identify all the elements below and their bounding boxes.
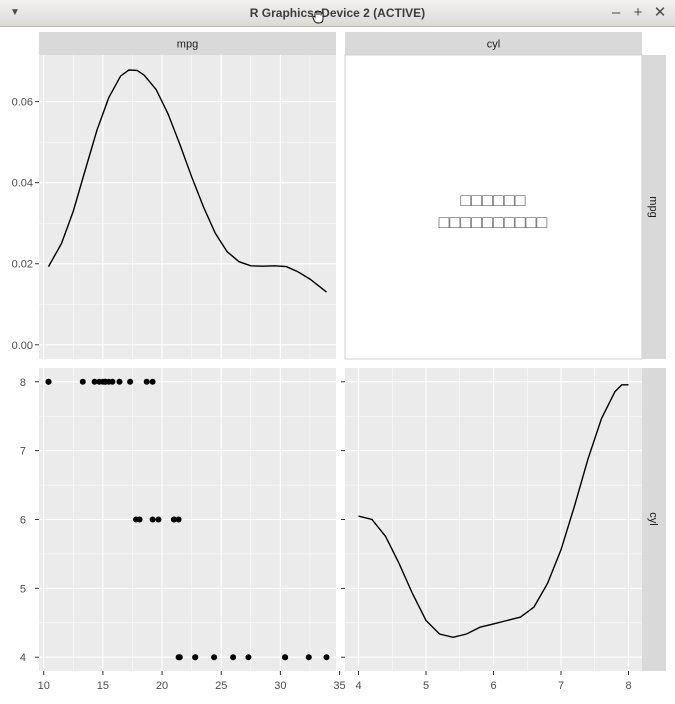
strip-right-cyl-label: cyl xyxy=(647,512,659,525)
scatter-point xyxy=(230,654,237,661)
x-tick-label: 8 xyxy=(625,680,631,692)
close-icon[interactable]: ✕ xyxy=(653,4,667,21)
y-tick-label: 7 xyxy=(20,446,26,458)
scatter-point xyxy=(149,378,156,385)
y-tick-label: 0.06 xyxy=(12,97,33,109)
x-tick-label: 35 xyxy=(333,680,345,692)
minimize-icon[interactable]: – xyxy=(611,4,621,21)
strip-top-mpg-label: mpg xyxy=(177,39,198,51)
scatter-point xyxy=(79,378,86,385)
scatter-point xyxy=(149,516,156,523)
scatter-point xyxy=(143,378,150,385)
scatter-point xyxy=(45,378,52,385)
panel-cor-placeholder xyxy=(344,54,643,360)
window-title: R Graphics: Device 2 (ACTIVE) xyxy=(249,6,426,20)
x-tick-label: 20 xyxy=(156,680,168,692)
x-tick-label: 4 xyxy=(355,680,361,692)
y-tick-label: 5 xyxy=(20,583,26,595)
scatter-point xyxy=(99,378,106,385)
x-tick-label: 7 xyxy=(558,680,564,692)
scatter-point xyxy=(305,654,312,661)
x-tick-label: 10 xyxy=(38,680,50,692)
cor-text-line-2: □□□□□□□□□□ xyxy=(439,212,548,232)
y-tick-label: 6 xyxy=(20,515,26,527)
scatter-point xyxy=(155,516,162,523)
scatter-point xyxy=(282,654,289,661)
y-tick-label: 4 xyxy=(20,652,26,664)
strip-right-mpg xyxy=(642,55,666,359)
strip-top-mpg xyxy=(39,32,336,55)
plot-area: mpg cyl mpg cyl □□□□□□ □□□□□□□□□□ 0.00 0.… xyxy=(0,27,675,699)
cyl-density-line xyxy=(358,384,629,639)
scatter-point xyxy=(91,378,98,385)
mpg-density-line xyxy=(47,69,327,293)
strip-right-cyl xyxy=(642,368,666,671)
y-tick-label: 0.04 xyxy=(12,178,33,190)
x-tick-label: 15 xyxy=(97,680,109,692)
chevron-down-icon[interactable]: ▼ xyxy=(10,7,20,18)
scatter-point xyxy=(211,654,218,661)
window-titlebar[interactable]: ▼ R Graphics: Device 2 (ACTIVE) – + ✕ xyxy=(0,0,675,27)
scatter-point xyxy=(109,378,116,385)
y-tick-label: 0.02 xyxy=(12,259,33,271)
x-tick-label: 5 xyxy=(423,680,429,692)
hand-cursor-icon xyxy=(312,10,324,24)
scatter-point xyxy=(192,654,199,661)
strip-top-cyl-label: cyl xyxy=(487,39,500,51)
y-tick-label: 0.00 xyxy=(12,340,33,352)
scatter-point xyxy=(323,654,330,661)
y-tick-label: 8 xyxy=(20,377,26,389)
maximize-icon[interactable]: + xyxy=(633,4,643,21)
scatter-point xyxy=(170,516,177,523)
panel-mpg-density xyxy=(39,55,336,359)
scatter-point xyxy=(175,654,182,661)
x-tick-label: 6 xyxy=(490,680,496,692)
scatter-point xyxy=(116,378,123,385)
cor-text-line-1: □□□□□□ xyxy=(460,190,525,210)
scatter-point xyxy=(127,378,134,385)
scatter-point xyxy=(133,516,139,523)
x-tick-label: 25 xyxy=(215,680,227,692)
scatter-point xyxy=(245,654,252,661)
x-tick-label: 30 xyxy=(274,680,286,692)
scatter-point xyxy=(175,516,182,523)
strip-top-cyl xyxy=(345,32,642,55)
strip-right-mpg-label: mpg xyxy=(647,196,659,217)
pairs-plot: mpg cyl mpg cyl □□□□□□ □□□□□□□□□□ 0.00 0.… xyxy=(12,32,666,692)
